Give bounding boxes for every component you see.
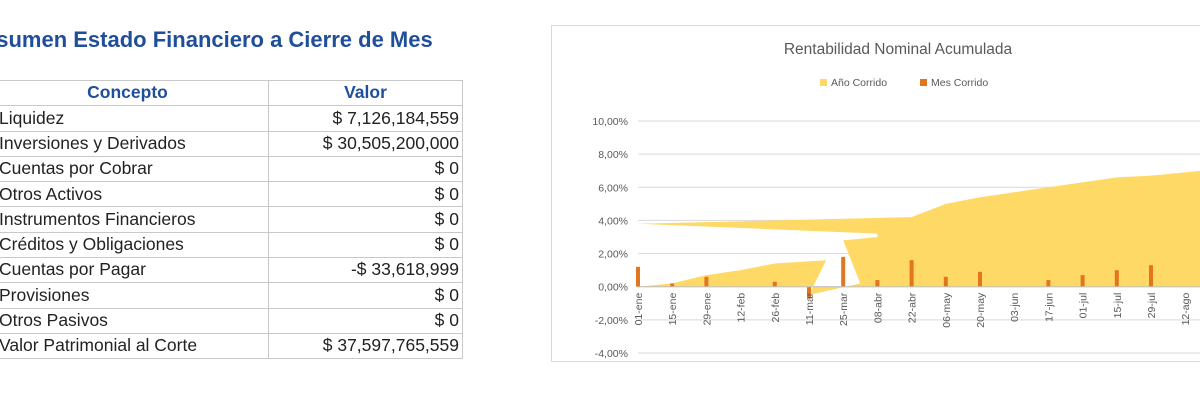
x-tick-label: 17-jun xyxy=(1043,293,1055,322)
column-header-valor: Valor xyxy=(268,79,463,107)
y-tick-label: 4,00% xyxy=(598,215,628,227)
y-tick-label: 8,00% xyxy=(598,149,628,161)
x-tick-label: 20-may xyxy=(975,292,987,328)
concept-cell: Créditos y Obligaciones xyxy=(0,231,269,259)
x-tick-label: 15-ene xyxy=(667,293,679,326)
y-tick-label: -2,00% xyxy=(595,315,628,327)
bar-mes-corrido xyxy=(807,286,811,299)
value-cell: $ 0 xyxy=(268,282,463,309)
concept-cell: Liquidez xyxy=(0,105,269,132)
chart-svg: Rentabilidad Nominal Acumulada Año Corri… xyxy=(592,41,1200,360)
table-row: Otros Pasivos $ 0 xyxy=(0,307,463,334)
concept-cell: Instrumentos Financieros xyxy=(0,206,269,233)
area-series-ano-corrido xyxy=(638,170,1200,295)
table-row: Inversiones y Derivados $ 30,505,200,000 xyxy=(0,130,463,157)
x-tick-label: 25-mar xyxy=(838,292,850,326)
summary-title: esumen Estado Financiero a Cierre de Mes xyxy=(0,27,433,52)
concept-cell: Otros Pasivos xyxy=(0,307,269,334)
legend-swatch xyxy=(920,79,927,86)
bar-mes-corrido xyxy=(841,256,846,287)
value-cell: $ 37,597,765,559 xyxy=(268,332,463,360)
y-axis: 10,00% 8,00% 6,00% 4,00% 2,00% 0,00% -2,00% -4,… xyxy=(592,116,628,360)
x-tick-label: 03-jun xyxy=(1009,293,1021,322)
bar-mes-corrido xyxy=(1046,280,1051,287)
concept-cell: Valor Patrimonial al Corte xyxy=(0,332,269,360)
bar-mes-corrido xyxy=(875,280,880,287)
table-row: Créditos y Obligaciones $ 0 xyxy=(0,231,463,259)
value-cell: $ 7,126,184,559 xyxy=(268,105,463,132)
table-row: Cuentas por Cobrar $ 0 xyxy=(0,155,463,183)
bar-mes-corrido xyxy=(636,266,640,287)
table-row: Liquidez $ 7,126,184,559 xyxy=(0,105,463,132)
bar-mes-corrido xyxy=(943,276,948,287)
table-row: Provisiones $ 0 xyxy=(0,282,463,309)
legend-label: Mes Corrido xyxy=(931,77,988,89)
chart-title: Rentabilidad Nominal Acumulada xyxy=(784,41,1013,58)
chart-legend: Año Corrido Mes Corrido xyxy=(820,77,988,89)
x-tick-label: 01-ene xyxy=(633,293,645,326)
bar-mes-corrido xyxy=(1149,265,1153,287)
table-header-row: Concepto Valor xyxy=(0,79,463,107)
concept-cell: Inversiones y Derivados xyxy=(0,130,269,157)
y-tick-label: 2,00% xyxy=(598,249,628,261)
table-row: Instrumentos Financieros $ 0 xyxy=(0,206,463,233)
value-cell: $ 0 xyxy=(268,231,463,259)
value-cell: $ 0 xyxy=(268,206,463,233)
table-row: Otros Activos $ 0 xyxy=(0,181,463,208)
concept-cell: Provisiones xyxy=(0,282,269,309)
value-cell: $ 0 xyxy=(268,155,463,183)
y-tick-label: 10,00% xyxy=(592,116,628,128)
y-tick-label: -4,00% xyxy=(595,348,628,360)
x-tick-label: 11-mar xyxy=(804,292,816,325)
x-tick-label: 12-ago xyxy=(1180,293,1192,326)
x-tick-label: 08-abr xyxy=(872,292,884,323)
x-tick-label: 01-jul xyxy=(1078,293,1090,319)
value-cell: $ 0 xyxy=(268,307,463,334)
y-tick-label: 0,00% xyxy=(598,282,628,294)
column-header-concepto: Concepto xyxy=(0,79,269,107)
value-cell: $ 30,505,200,000 xyxy=(268,130,463,157)
bar-mes-corrido xyxy=(978,271,982,287)
x-tick-label: 29-jul xyxy=(1146,293,1158,319)
bar-mes-corrido xyxy=(704,276,709,287)
summary-table: Concepto Valor Liquidez $ 7,126,184,559 I… xyxy=(0,79,463,360)
table-row: Cuentas por Pagar -$ 33,618,999 xyxy=(0,257,463,284)
bar-mes-corrido xyxy=(670,283,675,287)
x-tick-label: 12-feb xyxy=(736,293,748,323)
value-cell: -$ 33,618,999 xyxy=(268,257,463,284)
x-tick-label: 15-jul xyxy=(1112,293,1124,319)
value-cell: $ 0 xyxy=(268,181,463,208)
legend-label: Año Corrido xyxy=(831,77,887,89)
x-tick-label: 22-abr xyxy=(907,292,919,323)
concept-cell: Otros Activos xyxy=(0,181,269,208)
chart-plot-area xyxy=(636,170,1200,299)
x-tick-label: 26-feb xyxy=(770,293,782,323)
legend-swatch xyxy=(820,79,827,86)
concept-cell: Cuentas por Cobrar xyxy=(0,155,269,183)
chart-container: Rentabilidad Nominal Acumulada Año Corri… xyxy=(551,25,1200,362)
table-row: Valor Patrimonial al Corte $ 37,597,765,5… xyxy=(0,332,463,360)
bar-mes-corrido xyxy=(1080,275,1085,287)
y-tick-label: 6,00% xyxy=(598,182,628,194)
bar-mes-corrido xyxy=(772,281,777,287)
bar-mes-corrido xyxy=(1114,270,1119,287)
x-axis: 01-ene 15-ene 29-ene 12-feb 26-feb 11-mar 25-m… xyxy=(633,286,1200,328)
x-tick-label: 06-may xyxy=(941,292,953,328)
concept-cell: Cuentas por Pagar xyxy=(0,257,269,284)
x-tick-label: 29-ene xyxy=(701,293,713,326)
bar-mes-corrido xyxy=(909,260,914,287)
